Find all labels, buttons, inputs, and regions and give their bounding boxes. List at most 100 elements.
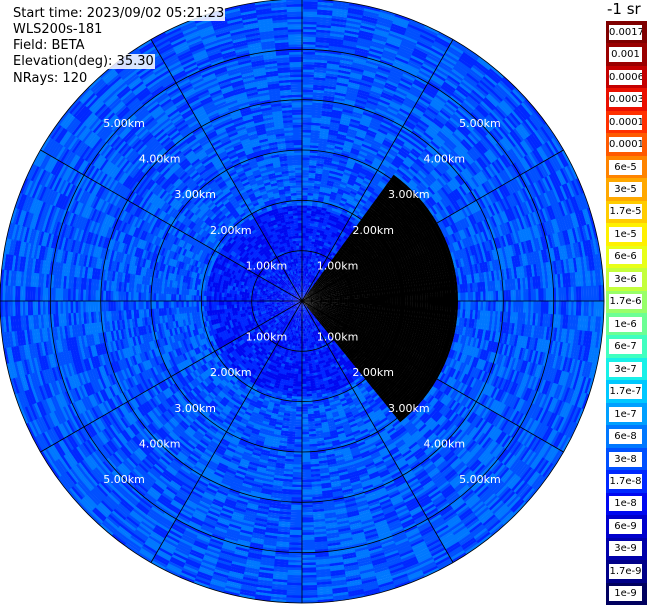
heatmap-cell — [306, 220, 311, 224]
heatmap-cell — [343, 103, 355, 110]
heatmap-cell — [397, 301, 401, 307]
heatmap-cell — [366, 129, 378, 136]
heatmap-cell — [381, 54, 396, 62]
heatmap-cell — [329, 167, 338, 173]
heatmap-cell — [310, 142, 320, 146]
heatmap-cell — [340, 116, 352, 122]
heatmap-cell — [398, 47, 414, 56]
heatmap-cell — [335, 87, 348, 92]
heatmap-cell — [354, 103, 366, 110]
heatmap-cell — [338, 69, 352, 75]
heatmap-cell — [309, 230, 314, 234]
heatmap-cell — [309, 157, 318, 161]
heatmap-cell — [331, 111, 343, 117]
heatmap-cell — [302, 212, 307, 216]
heatmap-cell — [339, 202, 346, 207]
heatmap-cell — [382, 89, 395, 97]
heatmap-cell — [392, 20, 409, 29]
heatmap-cell — [314, 183, 321, 187]
heatmap-cell — [338, 162, 347, 168]
heatmap-cell — [304, 288, 306, 292]
heatmap-cell — [335, 172, 344, 177]
heatmap-cell — [309, 282, 312, 286]
heatmap-cell — [347, 12, 364, 19]
heatmap-cell — [311, 127, 321, 131]
heatmap-cell — [326, 146, 336, 151]
heatmap-cell — [320, 118, 332, 123]
heatmap-cell — [432, 301, 436, 309]
heatmap-cell — [347, 10, 365, 16]
heatmap-cell — [309, 276, 312, 280]
heatmap-cell — [313, 244, 318, 248]
heatmap-cell — [303, 288, 305, 292]
heatmap-cell — [302, 34, 317, 38]
heatmap-cell — [369, 90, 383, 97]
heatmap-cell — [355, 47, 371, 54]
heatmap-cell — [341, 111, 353, 117]
heatmap-cell — [302, 167, 310, 171]
heatmap-cell — [302, 157, 311, 161]
heatmap-cell — [351, 147, 361, 154]
heatmap-cell — [302, 46, 317, 50]
heatmap-cell — [333, 216, 340, 221]
heatmap-cell — [309, 274, 313, 278]
heatmap-cell — [350, 150, 360, 156]
heatmap-cell — [315, 173, 323, 177]
heatmap-cell — [302, 132, 312, 136]
heatmap-cell — [374, 75, 388, 83]
heatmap-cell — [394, 13, 412, 22]
heatmap-cell — [302, 242, 306, 246]
heatmap-cell — [312, 104, 324, 109]
heatmap-cell — [302, 280, 305, 284]
heatmap-cell — [390, 25, 407, 34]
heatmap-cell — [304, 283, 306, 287]
heatmap-cell — [305, 260, 309, 264]
heatmap-cell — [331, 15, 348, 21]
heatmap-cell — [314, 180, 322, 185]
heatmap-cell — [351, 64, 366, 71]
heatmap-cell — [356, 39, 373, 46]
heatmap-cell — [306, 222, 311, 226]
heatmap-cell — [333, 181, 341, 187]
heatmap-cell — [376, 18, 394, 27]
heatmap-cell — [335, 84, 349, 90]
heatmap-cell — [311, 254, 315, 258]
heatmap-cell — [333, 148, 343, 153]
heatmap-cell — [334, 213, 341, 219]
heatmap-cell — [358, 126, 369, 133]
heatmap-cell — [342, 296, 345, 300]
heatmap-cell — [302, 104, 314, 108]
heatmap-cell — [322, 103, 334, 108]
heatmap-cell — [303, 265, 306, 269]
heatmap-cell — [352, 166, 361, 173]
heatmap-cell — [305, 232, 310, 236]
heatmap-cell — [362, 72, 377, 79]
heatmap-cell — [375, 108, 387, 116]
heatmap-cell — [302, 122, 313, 126]
heatmap-cell — [332, 205, 339, 210]
heatmap-cell — [430, 301, 434, 309]
heatmap-cell — [407, 23, 424, 33]
heatmap-cell — [304, 245, 308, 249]
heatmap-cell — [363, 138, 374, 145]
heatmap-cell — [302, 26, 318, 30]
heatmap-cell — [465, 292, 469, 302]
heatmap-cell — [377, 301, 381, 306]
heatmap-cell — [302, 56, 316, 60]
heatmap-cell — [379, 59, 395, 67]
heatmap-cell — [317, 242, 321, 246]
heatmap-cell — [309, 279, 312, 283]
heatmap-cell — [308, 182, 315, 186]
heatmap-cell — [343, 190, 351, 196]
heatmap-cell — [344, 296, 348, 299]
heatmap-cell — [378, 14, 395, 22]
heatmap-cell — [332, 8, 350, 13]
heatmap-cell — [302, 225, 307, 229]
heatmap-cell — [372, 83, 385, 90]
heatmap-cell — [327, 60, 341, 65]
heatmap-cell — [405, 301, 408, 307]
heatmap-cell — [324, 154, 334, 159]
heatmap-cell — [307, 287, 309, 290]
heatmap-cell — [302, 61, 316, 65]
heatmap-cell — [326, 208, 332, 213]
